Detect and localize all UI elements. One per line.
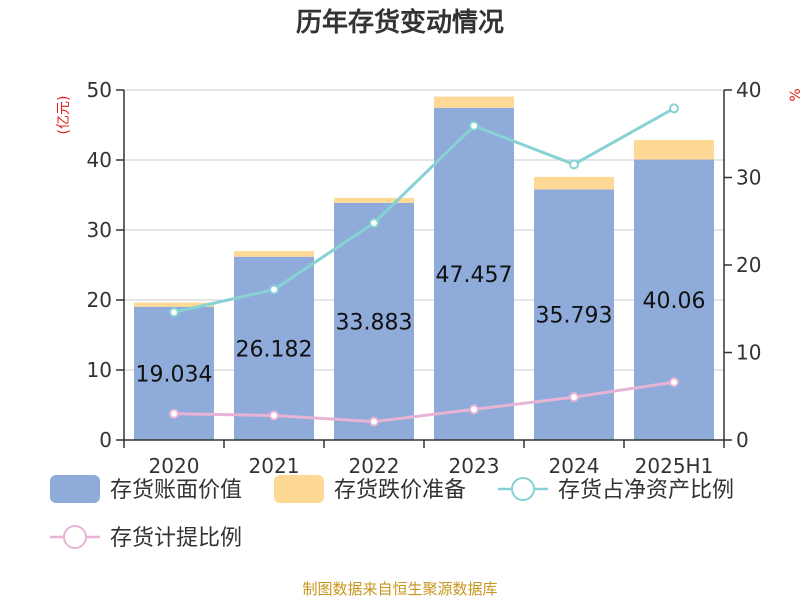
series-line [173, 107, 675, 314]
bar-value-label: 40.06 [643, 289, 706, 314]
bar-impairment-reserve [534, 176, 614, 190]
series-point [569, 159, 579, 170]
right-tick-label: 30 [736, 166, 761, 190]
bar-impairment-reserve [434, 96, 514, 108]
right-tick-label: 0 [736, 428, 749, 452]
x-tick-label: 2024 [549, 454, 600, 478]
x-tick-label: 2022 [349, 454, 400, 478]
chart-title: 历年存货变动情况 [296, 7, 504, 38]
left-tick-label: 50 [87, 78, 112, 102]
series-point [269, 284, 279, 295]
bar-book-value [434, 107, 514, 441]
x-tick-label: 2021 [249, 454, 300, 478]
x-tick-label: 2020 [149, 454, 200, 478]
legend-swatch [274, 475, 324, 503]
bar-book-value [634, 159, 714, 440]
series-point [369, 416, 379, 427]
source-note: 制图数据来自恒生聚源数据库 [302, 580, 497, 598]
series-point [569, 392, 579, 403]
series-line [173, 380, 675, 424]
legend-label: 存货跌价准备 [334, 478, 466, 503]
left-tick-label: 10 [87, 358, 112, 382]
bar-impairment-reserve [234, 251, 314, 257]
series-point [269, 410, 279, 421]
series-point [169, 307, 179, 318]
series-point [669, 377, 679, 388]
series-point [169, 408, 179, 419]
series-point [669, 103, 679, 114]
bar-value-label: 35.793 [536, 304, 613, 329]
legend-label: 存货计提比例 [110, 526, 242, 551]
left-tick-label: 40 [87, 148, 112, 172]
left-axis-label: (亿元) [56, 96, 72, 135]
series-point [469, 404, 479, 415]
x-tick-label: 2025H1 [635, 454, 714, 478]
bar-value-label: 47.457 [436, 263, 513, 288]
right-tick-label: 40 [736, 78, 761, 102]
bar-impairment-reserve [334, 197, 414, 203]
left-tick-label: 30 [87, 218, 112, 242]
series-point [469, 120, 479, 131]
legend-label: 存货账面价值 [110, 478, 242, 503]
legend-circle-symbol [511, 477, 535, 501]
x-tick-label: 2023 [449, 454, 500, 478]
bar-value-label: 26.182 [236, 337, 313, 362]
bar-value-label: 33.883 [336, 310, 413, 335]
series-point [369, 218, 379, 228]
right-tick-label: 10 [736, 341, 761, 365]
right-axis-label: % [788, 88, 800, 101]
left-tick-label: 20 [87, 288, 112, 312]
right-tick-label: 20 [736, 253, 761, 277]
legend-circle-symbol [63, 525, 87, 549]
lines-group [169, 103, 679, 427]
axes-group: 0 10 20 30 40 50 0 10 20 30 40 2020 2021 2022 2023 2024… [87, 78, 762, 478]
legend-swatch [50, 475, 100, 503]
left-tick-label: 0 [99, 428, 112, 452]
bar-impairment-reserve [634, 139, 714, 160]
legend-label: 存货占净资产比例 [558, 478, 734, 503]
bar-value-label: 19.034 [136, 362, 213, 387]
bar-impairment-reserve [134, 302, 214, 307]
